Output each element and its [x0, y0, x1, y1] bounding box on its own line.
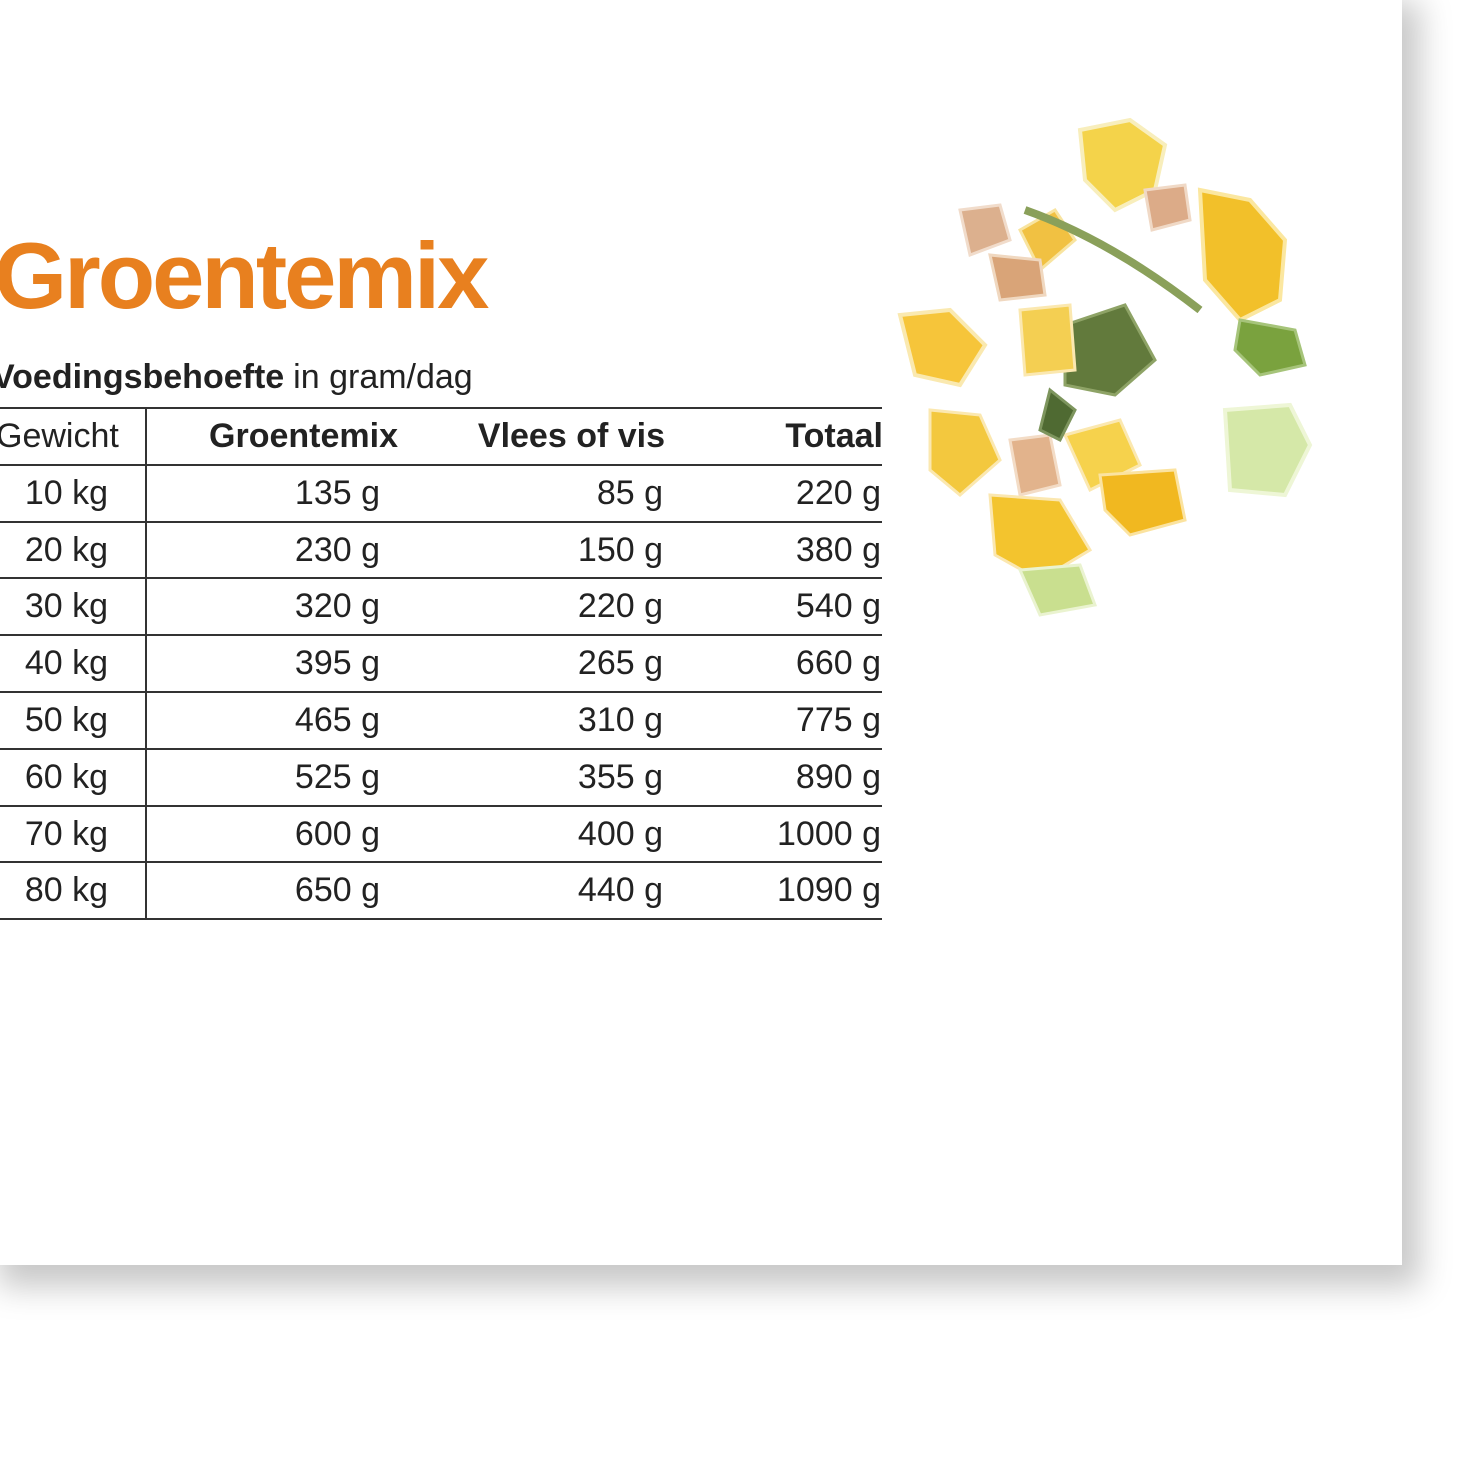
row-rule [0, 861, 882, 864]
row-rule [0, 747, 882, 750]
table-cell: 135 g [294, 473, 380, 512]
table-cell: 85 g [596, 473, 663, 512]
table-cell: 80 kg [24, 871, 108, 910]
table-cell: 540 g [795, 587, 881, 626]
table-cell: 660 g [795, 644, 881, 683]
table-cell: 355 g [577, 757, 663, 796]
row-rule [0, 463, 882, 466]
table-cell: 70 kg [24, 814, 108, 853]
column-header: Groentemix [209, 417, 398, 455]
table-cell: 310 g [577, 701, 663, 739]
table-cell: 395 g [294, 644, 380, 683]
table-cell: 60 kg [24, 757, 108, 796]
table-cell: 30 kg [24, 587, 108, 626]
table-cell: 525 g [294, 757, 380, 796]
table-cell: 1000 g [777, 814, 881, 853]
subtitle-emphasis: Voedingsbehoefte [0, 358, 285, 396]
subtitle-text: in gram/dag [293, 358, 473, 396]
column-header: Totaal [785, 417, 883, 455]
table-cell: 150 g [577, 530, 663, 569]
column-rule [145, 407, 147, 921]
table-cell: 265 g [577, 644, 663, 683]
subtitle: Voedingsbehoefte in gram/dag [0, 358, 473, 397]
row-rule [0, 691, 882, 693]
table-cell: 400 g [577, 814, 663, 853]
row-rule [0, 520, 882, 523]
food-illustration [897, 117, 1313, 617]
table-cell: 465 g [294, 701, 380, 739]
table-rule [0, 407, 882, 409]
table-cell: 650 g [294, 871, 380, 910]
table-cell: 220 g [577, 587, 663, 626]
table-cell: 440 g [577, 871, 663, 910]
table-cell: 220 g [795, 473, 881, 512]
table-cell: 20 kg [24, 530, 108, 569]
table-cell: 600 g [294, 814, 380, 853]
table-cell: 40 kg [24, 644, 108, 683]
column-header: Vlees of vis [477, 417, 665, 455]
table-cell: 380 g [795, 530, 881, 569]
column-header: Gewicht [0, 417, 119, 455]
table-cell: 890 g [795, 757, 881, 796]
row-rule [0, 577, 882, 580]
row-rule [0, 804, 882, 807]
table-cell: 230 g [294, 530, 380, 569]
table-cell: 50 kg [24, 701, 108, 739]
table-rule [0, 918, 882, 921]
table-cell: 320 g [294, 587, 380, 626]
row-rule [0, 634, 882, 637]
title: Groentemix [0, 223, 489, 328]
table-cell: 775 g [795, 701, 881, 739]
table-cell: 10 kg [24, 473, 108, 512]
table-cell: 1090 g [777, 871, 881, 910]
